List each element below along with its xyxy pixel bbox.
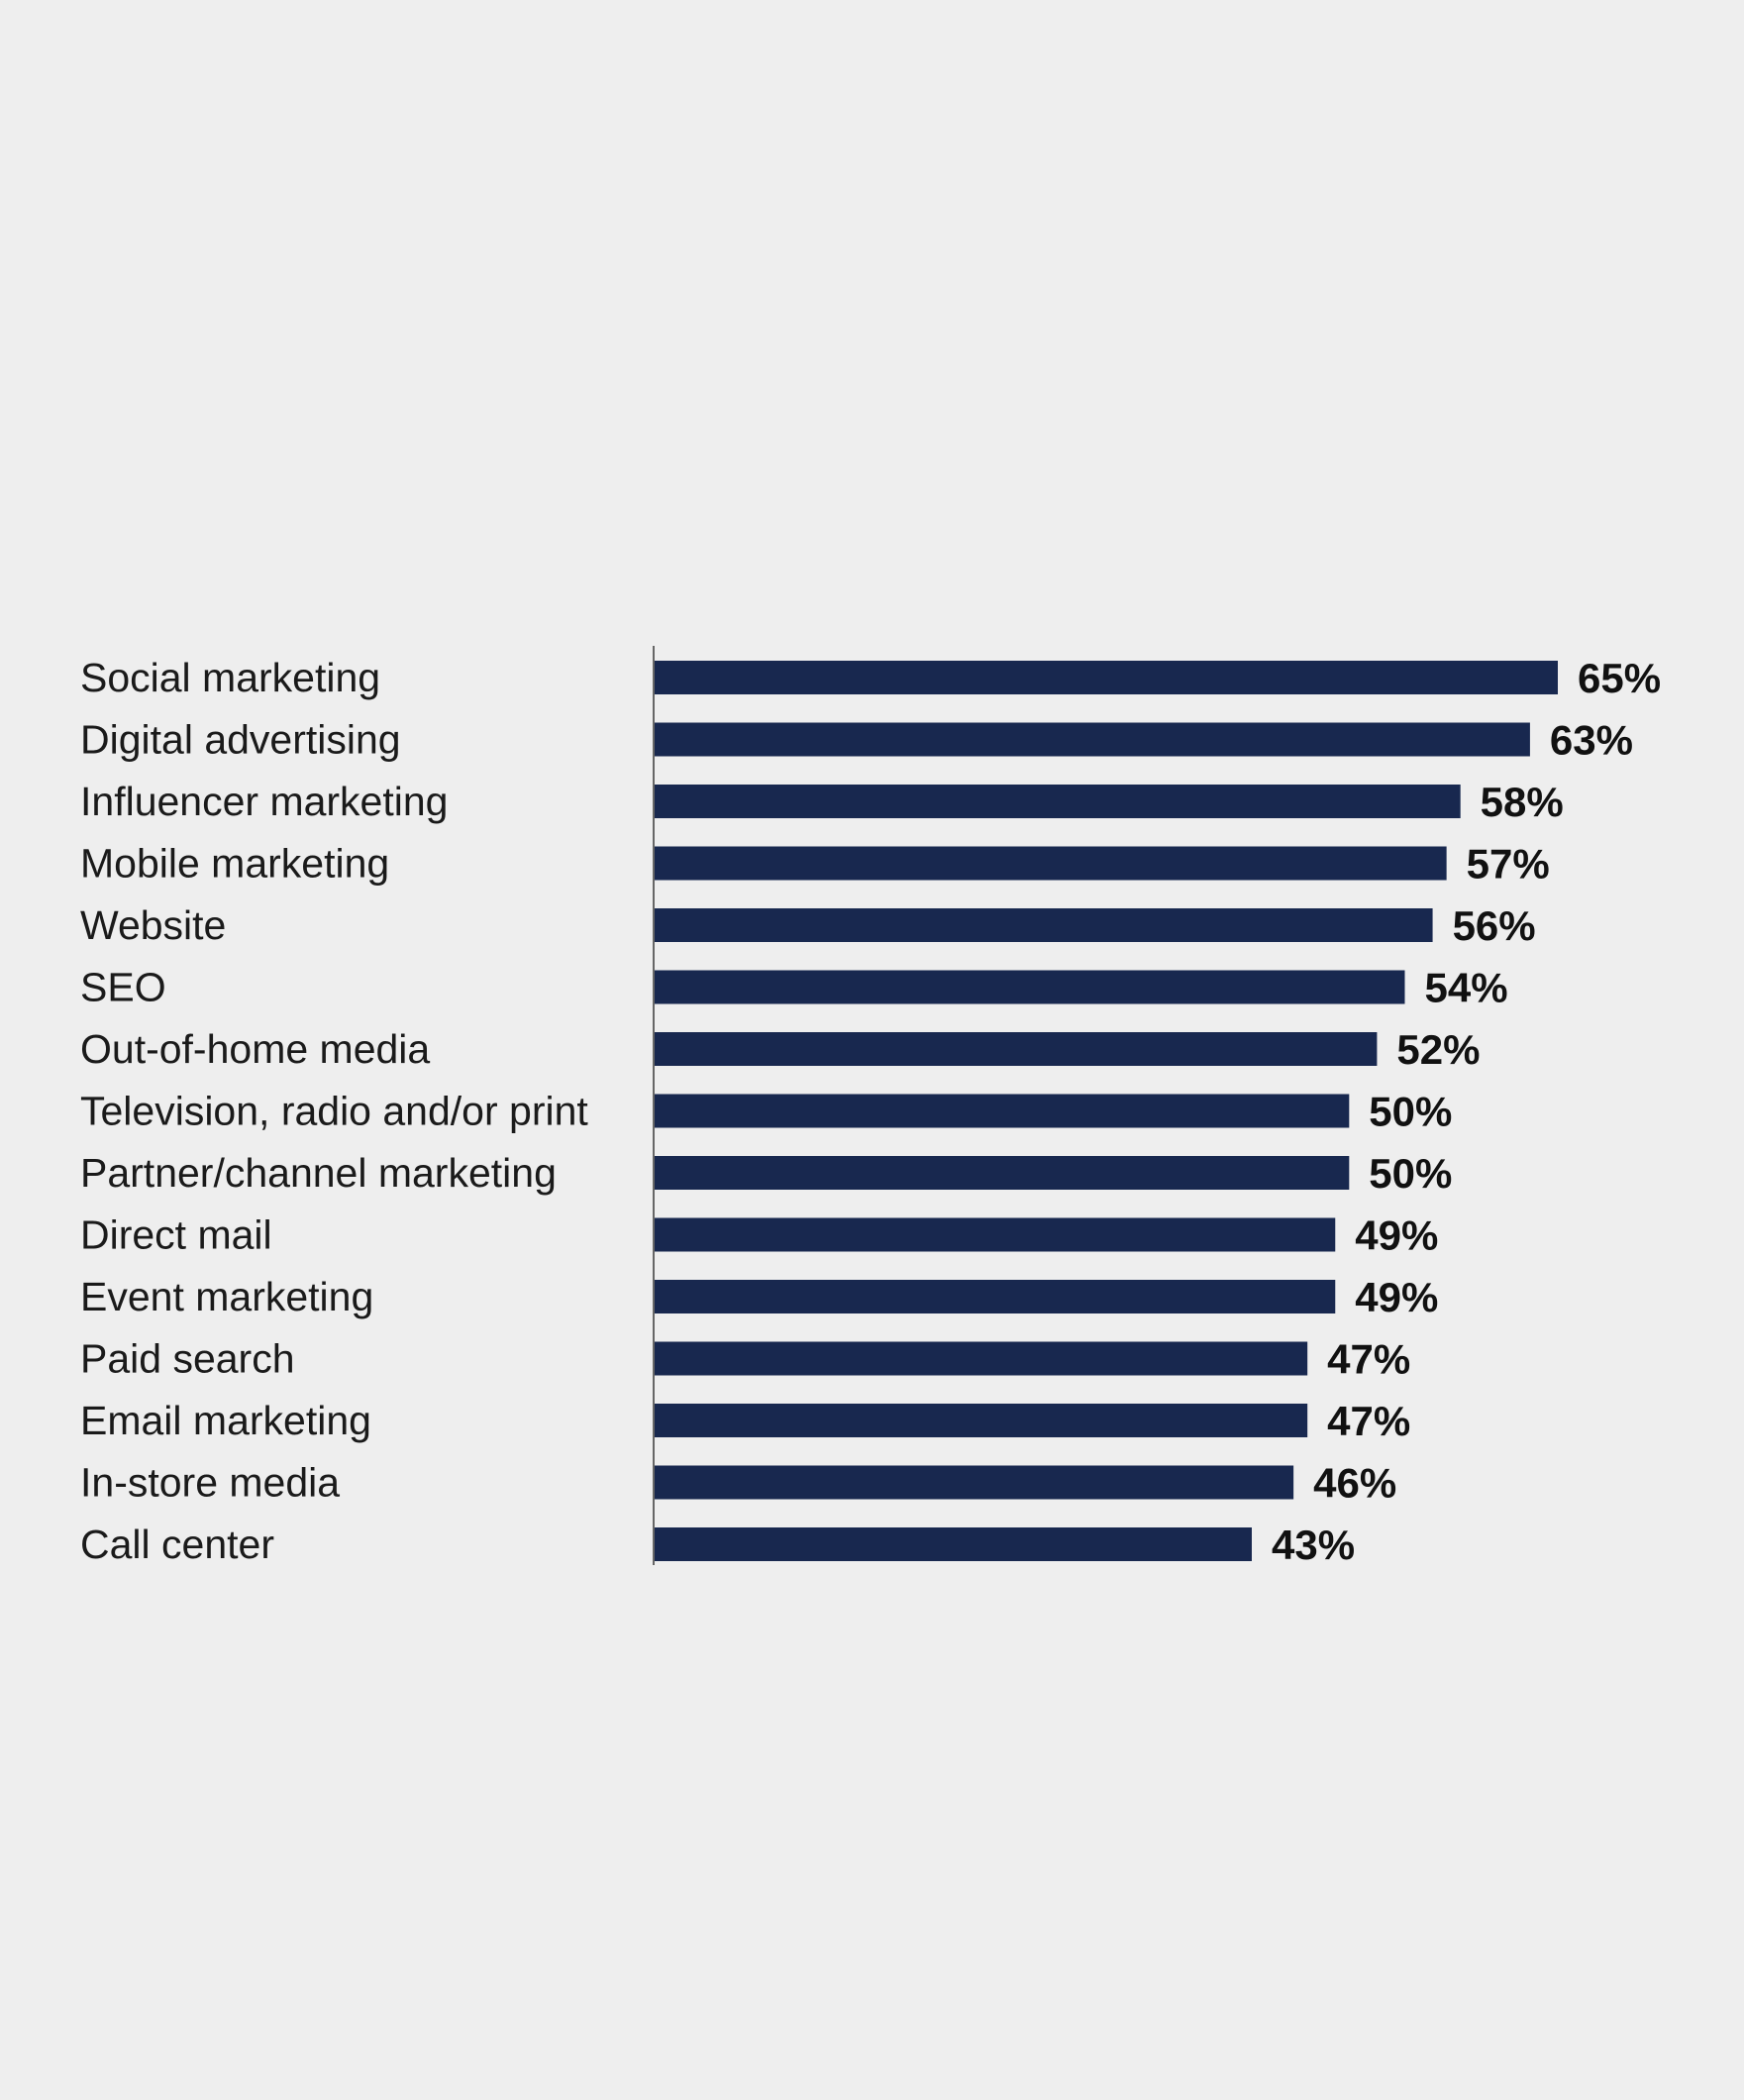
category-label: Paid search — [80, 1336, 295, 1382]
category-label: In-store media — [80, 1460, 340, 1506]
value-label: 65% — [1578, 655, 1661, 701]
category-label: Direct mail — [80, 1212, 272, 1258]
category-label: Influencer marketing — [80, 779, 448, 824]
bar — [655, 1217, 1336, 1252]
category-label: Call center — [80, 1522, 274, 1567]
bar — [655, 1404, 1308, 1437]
bar — [655, 908, 1433, 942]
category-label: Mobile marketing — [80, 841, 389, 887]
value-label: 50% — [1369, 1089, 1452, 1135]
bar — [655, 785, 1461, 818]
category-label: Event marketing — [80, 1274, 373, 1319]
value-label: 46% — [1313, 1460, 1396, 1507]
category-label: Partner/channel marketing — [80, 1150, 557, 1196]
category-label: Television, radio and/or print — [80, 1089, 588, 1134]
category-label: SEO — [80, 965, 166, 1010]
bar — [655, 722, 1530, 757]
category-label: Website — [80, 902, 226, 948]
bar — [655, 846, 1447, 881]
bar — [655, 1156, 1350, 1190]
value-label: 43% — [1272, 1522, 1355, 1568]
value-label: 56% — [1453, 902, 1536, 949]
value-label: 50% — [1369, 1150, 1452, 1197]
value-label: 49% — [1355, 1274, 1438, 1320]
bar — [655, 661, 1558, 694]
category-label: Out-of-home media — [80, 1026, 430, 1072]
bar — [655, 1341, 1308, 1376]
value-label: 58% — [1481, 779, 1564, 825]
bar — [655, 1527, 1252, 1561]
category-label: Social marketing — [80, 655, 380, 700]
category-label: Digital advertising — [80, 717, 401, 763]
value-label: 57% — [1467, 841, 1550, 888]
value-label: 54% — [1424, 965, 1507, 1011]
bar — [655, 1032, 1378, 1066]
bar — [655, 1465, 1294, 1500]
value-label: 47% — [1327, 1398, 1410, 1444]
value-label: 52% — [1396, 1026, 1480, 1073]
value-label: 47% — [1327, 1336, 1410, 1383]
value-label: 49% — [1355, 1212, 1438, 1259]
bar — [655, 1280, 1336, 1313]
value-label: 63% — [1550, 717, 1633, 764]
bar — [655, 1094, 1350, 1128]
bar — [655, 970, 1405, 1004]
category-label: Email marketing — [80, 1398, 371, 1443]
